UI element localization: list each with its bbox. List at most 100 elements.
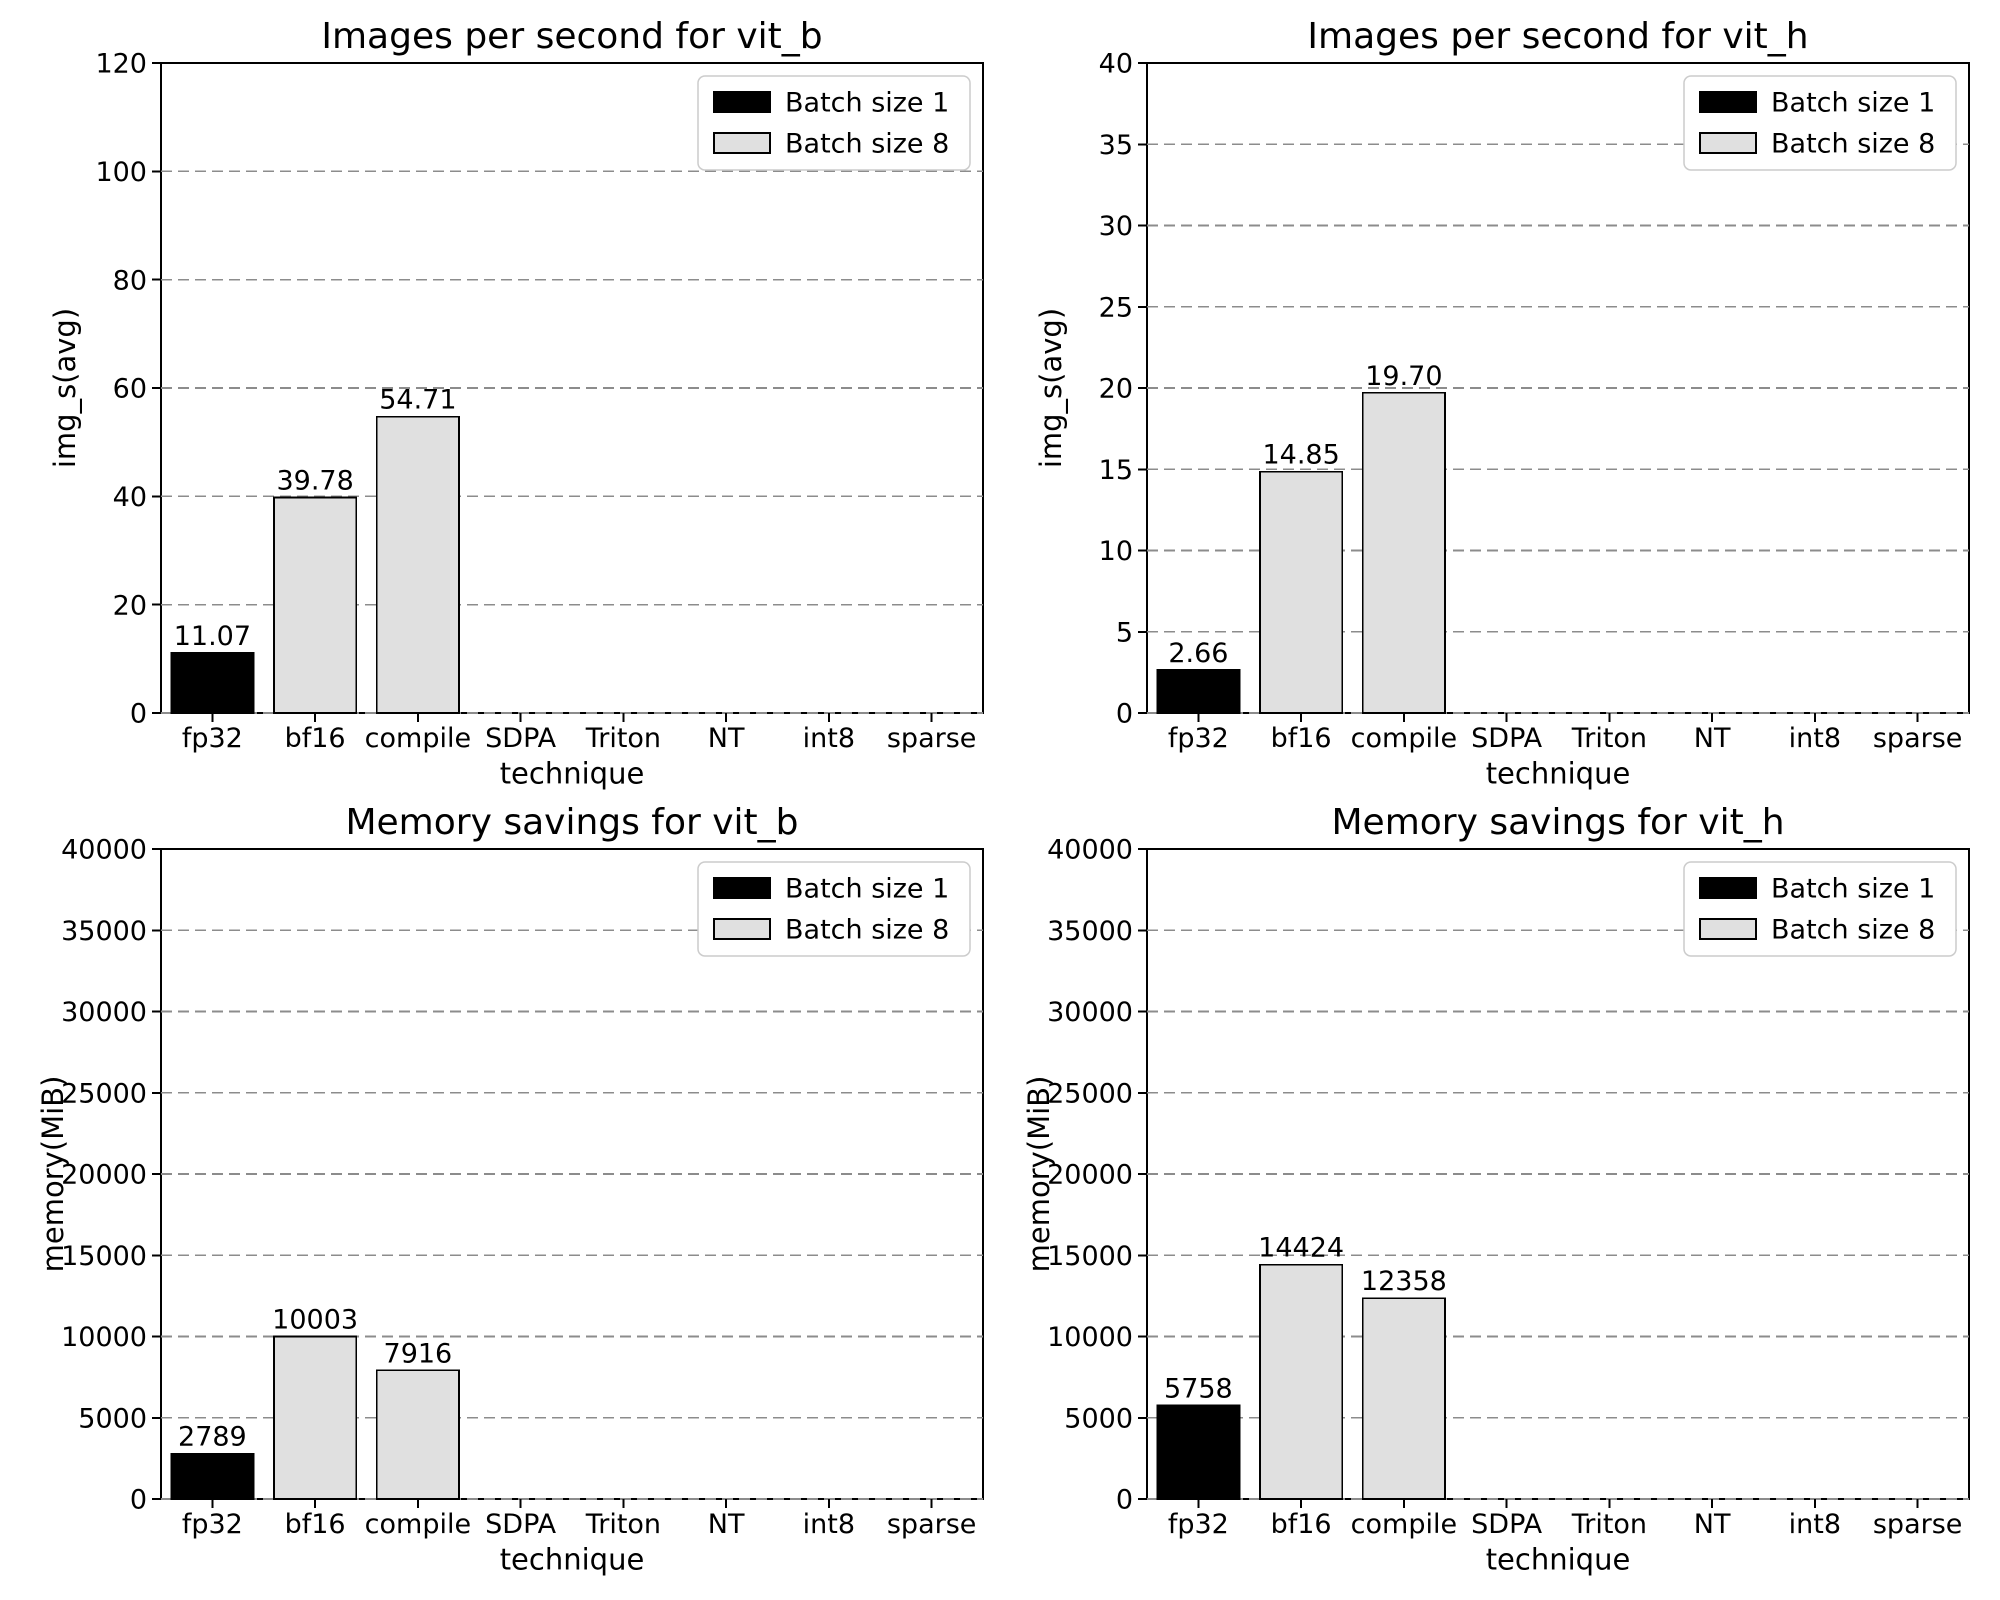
bar-value-label: 5758	[1164, 1373, 1233, 1404]
x-tick-label: SDPA	[1471, 723, 1542, 754]
y-tick-label: 120	[95, 49, 147, 80]
y-axis-label: img_s(avg)	[48, 308, 82, 468]
y-tick-label: 10	[1099, 536, 1133, 567]
x-axis-label: technique	[500, 757, 645, 791]
bar-value-label: 14.85	[1262, 440, 1339, 471]
y-tick-label: 0	[130, 1485, 147, 1516]
x-tick-label: SDPA	[485, 1509, 556, 1540]
x-tick-label: sparse	[887, 723, 977, 754]
legend-swatch	[1699, 877, 1757, 899]
bar-value-label: 2789	[178, 1422, 247, 1453]
bar	[1259, 1263, 1344, 1500]
x-tick-label: sparse	[887, 1509, 977, 1540]
y-tick-label: 35000	[61, 916, 147, 947]
bar-value-label: 11.07	[174, 621, 251, 652]
legend: Batch size 1 Batch size 8	[697, 75, 971, 171]
x-tick-label: NT	[708, 1509, 745, 1540]
bar	[170, 1452, 255, 1500]
chart-title: Memory savings for vit_h	[1331, 802, 1784, 843]
y-tick-label: 10000	[1047, 1322, 1133, 1353]
legend-swatch	[1699, 91, 1757, 113]
y-tick-label: 25	[1099, 292, 1133, 323]
x-axis-label: technique	[500, 1543, 645, 1577]
x-tick-label: compile	[365, 1509, 471, 1540]
bar	[170, 652, 255, 714]
x-tick-label: Triton	[1571, 1509, 1647, 1540]
x-tick-label: Triton	[585, 723, 661, 754]
y-tick-label: 5000	[1064, 1403, 1133, 1434]
bar	[1156, 1404, 1241, 1500]
legend-label: Batch size 1	[1771, 874, 1935, 905]
legend-label: Batch size 1	[785, 874, 949, 905]
x-tick-label: compile	[1351, 723, 1457, 754]
legend-swatch	[1699, 918, 1757, 940]
y-tick-label: 35000	[1047, 916, 1133, 947]
chart-title: Images per second for vit_h	[1307, 16, 1808, 57]
legend: Batch size 1 Batch size 8	[697, 861, 971, 957]
y-tick-label: 15000	[1047, 1241, 1133, 1272]
bar	[375, 1369, 460, 1500]
x-tick-label: bf16	[285, 1509, 346, 1540]
chart-title: Memory savings for vit_b	[345, 802, 798, 843]
x-tick-label: int8	[1789, 1509, 1841, 1540]
x-tick-label: fp32	[182, 1509, 243, 1540]
y-tick-label: 0	[1116, 699, 1133, 730]
x-tick-label: Triton	[585, 1509, 661, 1540]
x-tick-label: fp32	[1168, 723, 1229, 754]
y-tick-label: 0	[130, 699, 147, 730]
x-tick-label: NT	[1694, 723, 1731, 754]
y-axis-label: memory(MiB)	[1022, 1076, 1056, 1273]
x-tick-label: NT	[1694, 1509, 1731, 1540]
x-tick-label: SDPA	[485, 723, 556, 754]
x-tick-label: bf16	[1271, 1509, 1332, 1540]
y-tick-label: 40000	[61, 835, 147, 866]
y-tick-label: 30000	[61, 997, 147, 1028]
bar	[273, 1335, 358, 1500]
x-tick-label: Triton	[1571, 723, 1647, 754]
y-tick-label: 15000	[61, 1241, 147, 1272]
y-tick-label: 20	[1099, 374, 1133, 405]
bar	[1361, 1297, 1446, 1500]
bar-value-label: 54.71	[379, 385, 456, 416]
chart-title: Images per second for vit_b	[321, 16, 822, 57]
y-tick-label: 40000	[1047, 835, 1133, 866]
x-tick-label: bf16	[285, 723, 346, 754]
x-tick-label: fp32	[182, 723, 243, 754]
legend-label: Batch size 8	[1771, 915, 1935, 946]
legend-label: Batch size 1	[785, 88, 949, 119]
legend-label: Batch size 1	[1771, 88, 1935, 119]
x-tick-label: sparse	[1873, 723, 1963, 754]
legend-label: Batch size 8	[1771, 129, 1935, 160]
bar-value-label: 2.66	[1168, 638, 1228, 669]
y-tick-label: 30000	[1047, 997, 1133, 1028]
legend-swatch	[713, 877, 771, 899]
x-tick-label: bf16	[1271, 723, 1332, 754]
y-tick-label: 35	[1099, 130, 1133, 161]
x-tick-label: int8	[803, 1509, 855, 1540]
y-tick-label: 20000	[61, 1160, 147, 1191]
legend-swatch	[713, 91, 771, 113]
x-tick-label: NT	[708, 723, 745, 754]
bar-value-label: 39.78	[276, 466, 353, 497]
y-tick-label: 5	[1116, 617, 1133, 648]
legend-label: Batch size 8	[785, 915, 949, 946]
y-tick-label: 60	[113, 374, 147, 405]
bar	[273, 496, 358, 714]
bar-value-label: 19.70	[1365, 361, 1442, 392]
x-tick-label: fp32	[1168, 1509, 1229, 1540]
y-tick-label: 40	[113, 482, 147, 513]
y-tick-label: 25000	[61, 1078, 147, 1109]
bar-value-label: 12358	[1361, 1266, 1447, 1297]
y-tick-label: 40	[1099, 49, 1133, 80]
bar-value-label: 10003	[272, 1304, 358, 1335]
y-axis-label: memory(MiB)	[36, 1076, 70, 1273]
x-tick-label: compile	[1351, 1509, 1457, 1540]
bar	[1361, 392, 1446, 714]
x-axis-label: technique	[1486, 757, 1631, 791]
x-tick-label: compile	[365, 723, 471, 754]
